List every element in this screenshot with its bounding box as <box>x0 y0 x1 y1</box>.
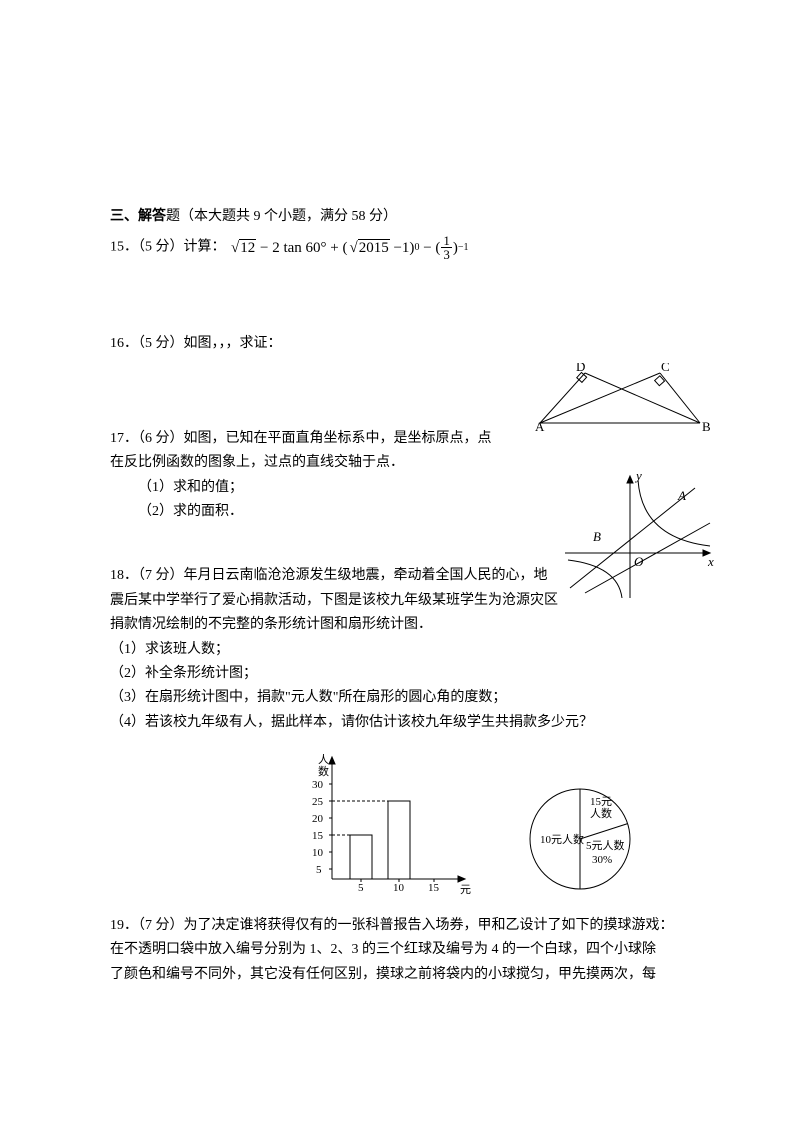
triangle-label-a: A <box>535 419 545 433</box>
figure-hyperbola: x y A B O <box>560 468 720 603</box>
question-15: 15．（5 分）计算： 12 − 2 tan 60° + (2015 −1)0 … <box>110 234 700 261</box>
svg-text:15: 15 <box>312 830 324 842</box>
bar-chart: 人 数 5 10 15 20 25 30 5 10 15 <box>300 749 480 899</box>
hyp-label-b: B <box>593 529 601 544</box>
svg-text:5: 5 <box>358 882 364 894</box>
bar-ylabel-2: 数 <box>318 765 329 778</box>
pie-label-5b: 30% <box>592 854 612 866</box>
section-rest: 题（本大题共 9 个小题，满分 58 分） <box>166 209 397 224</box>
question-16: 16．（5 分）如图，，，求证： <box>110 333 700 355</box>
section-header: 三、解答题（本大题共 9 个小题，满分 58 分） <box>110 206 700 228</box>
pie-label-15b: 人数 <box>590 807 612 820</box>
svg-text:10: 10 <box>312 847 324 859</box>
question-17: 17．（6 分）如图，已知在平面直角坐标系中，是坐标原点，点 在反比例函数的图象… <box>110 428 530 524</box>
q19-l1: 19．（7 分）为了决定谁将获得仅有的一张科普报告入场券，甲和乙设计了如下的摸球… <box>110 915 700 937</box>
q17-l2: 在反比例函数的图象上，过点的直线交轴于点． <box>110 452 530 474</box>
q18-s2: （2）补全条形统计图； <box>110 663 700 685</box>
figure-triangle: A B C D <box>530 363 710 433</box>
triangle-label-b: B <box>702 419 710 433</box>
svg-text:15: 15 <box>428 882 440 894</box>
q18-s4: （4）若该校九年级有人，据此样本，请你估计该校九年级学生共捐款多少元？ <box>110 712 700 734</box>
hyp-label-a: A <box>677 488 686 503</box>
q18-l3: 捐款情况绘制的不完整的条形统计图和扇形统计图． <box>110 614 700 636</box>
pie-chart: 10元人数 15元 人数 5元人数 30% <box>520 779 650 899</box>
q15-prefix: 15．（5 分）计算： <box>110 240 226 255</box>
q19-l3: 了颜色和编号不同外，其它没有任何区别，摸球之前将袋内的小球搅匀，甲先摸两次，每 <box>110 964 700 986</box>
q16-text: 16．（5 分）如图，，，求证： <box>110 333 700 355</box>
hyp-label-o: O <box>634 554 644 569</box>
triangle-label-c: C <box>661 363 670 374</box>
bar-xlabel: 元 <box>460 884 471 896</box>
bar-10 <box>388 801 410 879</box>
hyp-label-y: y <box>634 468 642 483</box>
q18-s1: （1）求该班人数； <box>110 639 700 661</box>
pie-label-5a: 5元人数 <box>586 839 625 852</box>
q18-s3: （3）在扇形统计图中，捐款"元人数"所在扇形的圆心角的度数； <box>110 687 700 709</box>
q17-l1: 17．（6 分）如图，已知在平面直角坐标系中，是坐标原点，点 <box>110 428 530 450</box>
svg-text:25: 25 <box>312 796 324 808</box>
svg-text:30: 30 <box>312 779 324 791</box>
triangle-label-d: D <box>576 363 585 374</box>
section-title: 三、解答 <box>110 209 166 224</box>
q17-s2: （2）求的面积． <box>110 501 530 523</box>
svg-text:5: 5 <box>316 864 322 876</box>
pie-label-10: 10元人数 <box>540 833 584 846</box>
q19-l2: 在不透明口袋中放入编号分别为 1、2、3 的三个红球及编号为 4 的一个白球，四… <box>110 939 700 961</box>
bar-ylabel-1: 人 <box>318 753 329 766</box>
q17-s1: （1）求和的值； <box>110 477 530 499</box>
pie-label-15a: 15元 <box>590 796 612 808</box>
bar-5 <box>350 835 372 879</box>
question-19: 19．（7 分）为了决定谁将获得仅有的一张科普报告入场券，甲和乙设计了如下的摸球… <box>110 915 700 986</box>
hyp-label-x: x <box>707 554 714 569</box>
figure-charts: 人 数 5 10 15 20 25 30 5 10 15 <box>300 749 700 899</box>
svg-text:20: 20 <box>312 813 324 825</box>
q15-formula: 12 − 2 tan 60° + (2015 −1)0 − (13)−1 <box>229 234 469 261</box>
svg-text:10: 10 <box>393 882 405 894</box>
